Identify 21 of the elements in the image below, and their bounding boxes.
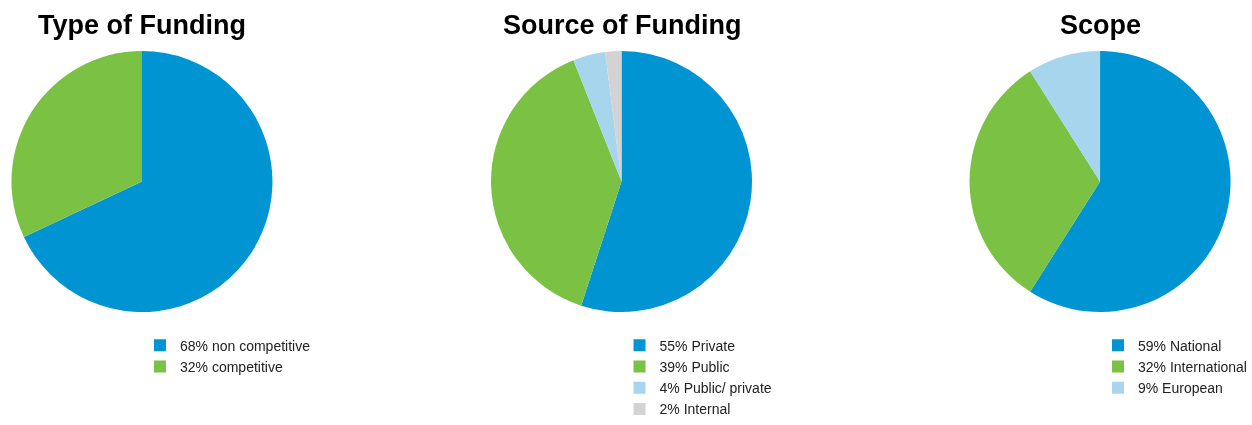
pie-slice [969, 71, 1101, 292]
chart-title: Type of Funding [38, 10, 246, 40]
pie-slice [1030, 51, 1231, 312]
legend-label: 4% Public/ private [659, 380, 772, 397]
legend-label: 9% European [1138, 380, 1223, 397]
pie-slice [1030, 51, 1101, 182]
pie-slice [605, 51, 622, 182]
chart-title: Scope [1060, 10, 1142, 40]
legend-label: 2% Internal [659, 401, 731, 418]
legend-label: 68% non competitive [179, 337, 311, 354]
legend-label: 55% Private [659, 337, 736, 354]
pie-slice [491, 60, 622, 306]
pie-slice [573, 52, 622, 182]
pie-slice [11, 51, 142, 238]
legend-label: 32% International [1138, 358, 1247, 375]
pie-slice [581, 51, 752, 312]
legend-label: 39% Public [659, 358, 730, 375]
legend-label: 59% National [1138, 337, 1222, 354]
chart-title: Source of Funding [503, 10, 742, 40]
pie-slice [23, 51, 273, 312]
legend-label: 32% competitive [179, 358, 283, 375]
